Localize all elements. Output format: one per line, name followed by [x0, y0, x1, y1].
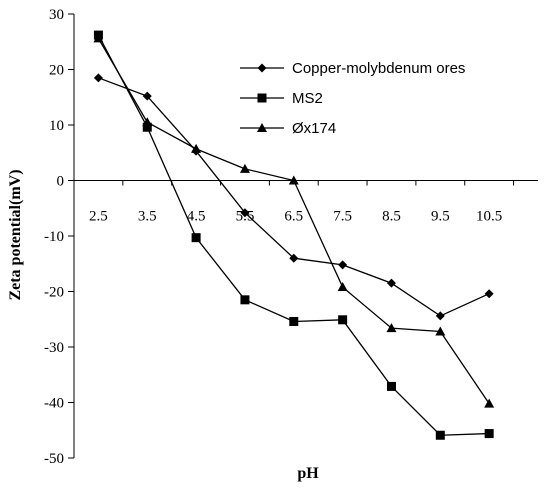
series-triangle [93, 33, 495, 408]
data-point [142, 91, 152, 101]
data-point [386, 278, 396, 288]
y-tick-label: -30 [44, 340, 64, 356]
x-tick-label: 9.5 [431, 209, 450, 225]
y-tick-label: -50 [44, 451, 64, 467]
x-tick-label: 2.5 [89, 209, 108, 225]
legend-entry: Copper-molybdenum ores [292, 60, 465, 77]
data-point [93, 33, 104, 43]
x-tick-label: 10.5 [476, 209, 502, 225]
data-point [338, 315, 348, 325]
y-tick-label: -10 [44, 229, 64, 245]
x-tick-label: 7.5 [333, 209, 352, 225]
x-tick-label: 6.5 [284, 209, 303, 225]
x-tick-label: 8.5 [382, 209, 401, 225]
data-point [386, 381, 396, 391]
legend-entry: MS2 [292, 90, 323, 107]
series-line [98, 77, 490, 317]
x-tick-label: 4.5 [187, 209, 206, 225]
y-tick-label: 10 [49, 118, 64, 134]
y-tick-label: 30 [49, 7, 64, 23]
data-point [338, 260, 348, 270]
y-tick-label: 0 [57, 174, 65, 190]
legend-entry: Øx174 [292, 120, 336, 137]
y-tick-label: -40 [44, 396, 64, 412]
data-point [239, 163, 250, 173]
legend-marker [257, 63, 267, 73]
legend-marker [257, 93, 267, 103]
data-point [435, 311, 445, 321]
axes: 3020100-10-20-30-40-502.53.54.55.56.57.5… [44, 7, 538, 467]
data-point [288, 175, 299, 185]
data-point [484, 398, 495, 408]
y-tick-label: -20 [44, 285, 64, 301]
data-point [240, 295, 250, 305]
data-point [337, 282, 348, 292]
data-point [386, 323, 397, 333]
series-diamond [93, 73, 494, 321]
data-point [289, 316, 299, 326]
data-point [289, 253, 299, 263]
legend: Copper-molybdenum ores MS2 Øx174 [240, 60, 465, 137]
x-tick-label: 3.5 [138, 209, 157, 225]
data-point [484, 289, 494, 299]
data-point [93, 73, 103, 83]
data-point [484, 429, 494, 439]
x-axis-title: pH [297, 465, 319, 482]
series-layer [93, 30, 495, 440]
data-point [240, 208, 250, 218]
data-point [191, 233, 201, 243]
y-axis-title: Zeta potential(mV) [7, 169, 24, 300]
data-point [191, 143, 202, 153]
data-point [435, 326, 446, 336]
data-point [435, 430, 445, 440]
legend-marker [257, 123, 267, 132]
data-point [142, 122, 152, 132]
data-point [142, 117, 153, 127]
y-tick-label: 20 [49, 63, 64, 79]
